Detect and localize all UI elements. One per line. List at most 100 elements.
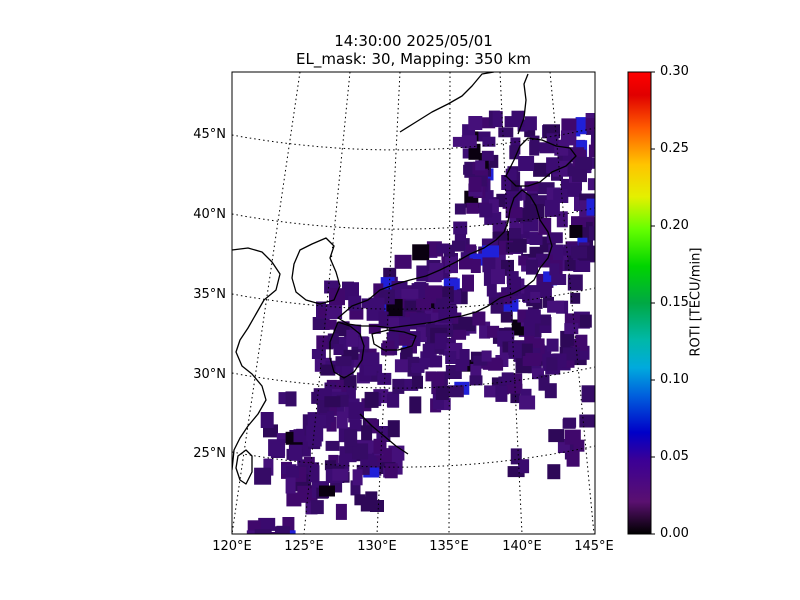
roti-cell xyxy=(537,281,552,298)
roti-cell xyxy=(571,246,588,259)
map-frame xyxy=(231,71,596,535)
roti-cell xyxy=(451,329,467,340)
colorbar-label: ROTI [TECU/min] xyxy=(688,247,704,357)
roti-cell xyxy=(546,338,559,352)
roti-cell xyxy=(434,290,451,302)
roti-cell xyxy=(512,373,523,390)
roti-cell xyxy=(268,439,286,457)
roti-cell xyxy=(501,372,514,385)
roti-cell xyxy=(468,116,483,130)
graticule-line xyxy=(232,366,595,389)
roti-cell xyxy=(433,394,444,410)
roti-cell xyxy=(362,352,380,366)
roti-cell xyxy=(560,330,575,346)
roti-cell xyxy=(529,135,540,152)
roti-cell xyxy=(455,361,468,372)
roti-cell xyxy=(404,300,422,312)
roti-cell xyxy=(338,455,350,472)
roti-cell xyxy=(354,494,366,506)
roti-cell xyxy=(341,349,359,360)
colorbar-tick-2: 0.10 xyxy=(660,372,689,387)
roti-cell xyxy=(491,269,505,285)
roti-cell xyxy=(311,349,326,359)
roti-cell xyxy=(460,252,473,263)
roti-cell xyxy=(312,317,330,330)
roti-cell xyxy=(501,175,512,190)
lat-label-35: 35°N xyxy=(193,287,226,302)
roti-cell xyxy=(325,319,337,330)
roti-cell xyxy=(530,324,542,338)
roti-cell xyxy=(349,419,362,432)
graticule-line xyxy=(303,72,351,534)
roti-cell xyxy=(409,396,422,414)
roti-cell xyxy=(561,118,577,133)
roti-cell xyxy=(574,156,592,170)
roti-cell xyxy=(358,337,370,350)
roti-cell xyxy=(535,314,551,326)
roti-cell xyxy=(488,213,501,224)
roti-cell xyxy=(495,385,508,402)
roti-cell xyxy=(579,414,595,428)
roti-cell xyxy=(510,387,521,404)
roti-cell xyxy=(524,335,535,346)
roti-cell xyxy=(487,325,500,338)
roti-cell xyxy=(475,160,486,171)
roti-cell xyxy=(319,485,335,497)
roti-cell xyxy=(597,169,610,184)
coastline xyxy=(232,72,577,485)
roti-cell xyxy=(350,353,361,368)
roti-cell xyxy=(482,245,499,258)
roti-cell xyxy=(482,255,496,273)
roti-cell xyxy=(344,429,358,447)
roti-cell xyxy=(387,420,400,438)
roti-cell xyxy=(579,314,592,328)
roti-cell xyxy=(274,526,290,534)
lat-label-40: 40°N xyxy=(193,207,226,222)
roti-cell xyxy=(368,323,381,334)
roti-cell xyxy=(352,443,369,460)
roti-cell xyxy=(308,465,320,483)
roti-cell xyxy=(510,448,522,465)
roti-cell xyxy=(469,375,483,386)
roti-cell xyxy=(285,477,296,494)
roti-cell xyxy=(430,355,443,368)
roti-cell xyxy=(560,130,576,146)
roti-cell xyxy=(276,433,287,444)
roti-cell xyxy=(350,480,361,496)
roti-cell xyxy=(531,195,549,207)
graticule-line xyxy=(232,445,595,468)
roti-cell xyxy=(335,356,352,367)
roti-cell xyxy=(508,341,526,359)
roti-cell xyxy=(472,311,486,326)
roti-cell xyxy=(378,311,389,329)
roti-cell xyxy=(544,199,560,217)
roti-cell xyxy=(480,117,496,129)
graticule-line xyxy=(232,287,595,310)
roti-cell xyxy=(468,176,482,192)
roti-cell xyxy=(488,359,504,371)
roti-cell xyxy=(332,468,349,481)
roti-cell xyxy=(518,156,535,171)
roti-cell xyxy=(454,203,466,215)
roti-cell xyxy=(462,274,474,292)
roti-cell xyxy=(411,362,425,373)
roti-cell xyxy=(380,277,395,291)
roti-cell xyxy=(363,365,377,376)
roti-cell xyxy=(546,133,559,144)
roti-cell xyxy=(361,425,373,441)
roti-cell xyxy=(265,532,280,534)
roti-cell xyxy=(293,429,308,443)
roti-cell xyxy=(521,343,533,360)
roti-cell xyxy=(505,207,523,219)
roti-cell xyxy=(434,333,447,350)
roti-cell xyxy=(436,243,450,254)
coastline-hokkaido xyxy=(505,137,577,187)
roti-cell xyxy=(327,333,339,349)
roti-cell xyxy=(292,476,303,492)
roti-cell xyxy=(564,260,576,270)
roti-cell xyxy=(416,265,429,282)
lon-label-145: 145°E xyxy=(574,539,614,554)
roti-cell xyxy=(533,162,551,177)
coastline-korea xyxy=(291,237,341,305)
roti-cell xyxy=(392,378,405,394)
